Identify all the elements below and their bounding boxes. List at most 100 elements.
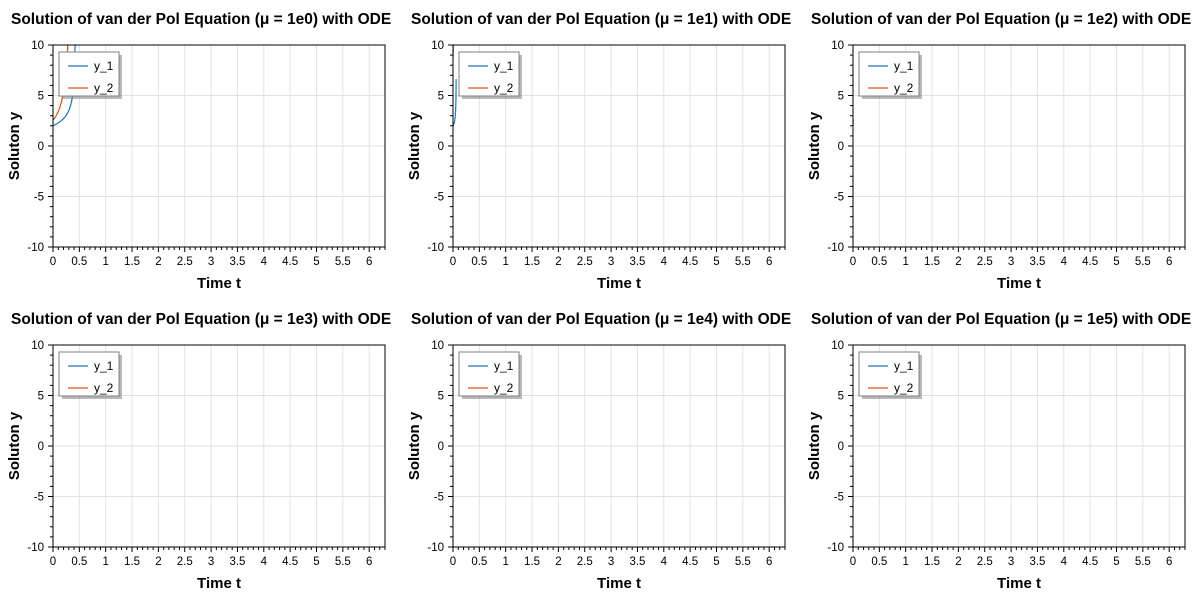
y-tick-label: -5 (434, 492, 444, 504)
legend-label-y_1: y_1 (894, 359, 914, 373)
x-tick-label: 0.5 (71, 556, 87, 568)
legend: y_1 y_2 (458, 51, 522, 99)
x-tick-label: 2.5 (177, 256, 193, 268)
y-tick-label: 0 (38, 441, 44, 453)
x-tick-label: 1.5 (124, 556, 140, 568)
chart-panel-mu-1e3: 0 0.5 1 1.5 2 2.5 3 3.5 4 4.5 5 5.5 6 10 5 0 -5 -10 Soluti… (0, 300, 400, 600)
y-axis-label: Soluton y (406, 111, 423, 180)
x-tick-label: 0 (50, 256, 56, 268)
x-tick-label: 2 (555, 256, 561, 268)
legend-box (858, 351, 920, 397)
x-tick-label: 0.5 (71, 256, 87, 268)
x-tick-label: 2 (155, 556, 161, 568)
chart-title: Solution of van der Pol Equation (μ = 1e… (811, 11, 1191, 28)
y-tick-label: -10 (827, 542, 844, 554)
x-tick-label: 0 (450, 556, 456, 568)
x-tick-label: 4.5 (282, 556, 298, 568)
x-tick-label: 0.5 (871, 556, 887, 568)
x-tick-label: 3.5 (229, 256, 245, 268)
x-tick-label: 1.5 (124, 256, 140, 268)
legend-label-y_1: y_1 (494, 59, 514, 73)
x-tick-label: 0 (50, 556, 56, 568)
legend-label-y_1: y_1 (494, 359, 514, 373)
legend: y_1 y_2 (858, 51, 922, 99)
x-axis-label: Time t (597, 275, 641, 292)
x-axis-label: Time t (597, 575, 641, 592)
y-tick-label: 10 (431, 340, 444, 352)
y-tick-label: 10 (831, 40, 844, 52)
legend-label-y_1: y_1 (94, 359, 114, 373)
chart-panel-mu-1e0: 0 0.5 1 1.5 2 2.5 3 3.5 4 4.5 5 5.5 6 10 5 0 -5 -10 Soluti… (0, 0, 400, 300)
y-tick-label: 0 (38, 141, 44, 153)
y-axis-label: Soluton y (406, 411, 423, 480)
x-tick-label: 4.5 (282, 256, 298, 268)
y-tick-label: -5 (34, 192, 44, 204)
x-tick-label: 5.5 (735, 256, 751, 268)
x-axis-label: Time t (997, 275, 1041, 292)
chart-panel-mu-1e2: 0 0.5 1 1.5 2 2.5 3 3.5 4 4.5 5 5.5 6 10 5 0 -5 -10 Soluti… (800, 0, 1200, 300)
x-tick-label: 4.5 (682, 556, 698, 568)
y-tick-label: 0 (438, 441, 444, 453)
x-tick-label: 4 (1061, 556, 1068, 568)
legend-label-y_2: y_2 (894, 381, 914, 395)
y-axis-label: Soluton y (6, 111, 23, 180)
x-tick-label: 2.5 (977, 256, 993, 268)
x-tick-label: 2 (955, 256, 961, 268)
x-tick-label: 5 (713, 556, 719, 568)
legend: y_1 y_2 (858, 351, 922, 399)
x-tick-label: 3 (1008, 256, 1014, 268)
x-tick-label: 5 (1113, 556, 1119, 568)
x-tick-label: 3 (208, 556, 214, 568)
x-tick-label: 1.5 (524, 256, 540, 268)
x-tick-label: 5 (713, 256, 719, 268)
chart-title: Solution of van der Pol Equation (μ = 1e… (811, 311, 1191, 328)
x-tick-label: 2 (555, 556, 561, 568)
x-tick-label: 2.5 (577, 256, 593, 268)
x-tick-label: 2.5 (977, 556, 993, 568)
legend-box (58, 351, 120, 397)
x-tick-label: 5.5 (335, 256, 351, 268)
legend-label-y_2: y_2 (94, 81, 114, 95)
x-tick-label: 1 (102, 256, 108, 268)
x-tick-label: 1 (902, 256, 908, 268)
x-tick-label: 0.5 (471, 556, 487, 568)
y-tick-label: 0 (838, 441, 844, 453)
y-tick-label: 10 (31, 340, 44, 352)
x-tick-label: 5.5 (335, 556, 351, 568)
y-tick-label: -10 (827, 242, 844, 254)
chart-panel-mu-1e5: 0 0.5 1 1.5 2 2.5 3 3.5 4 4.5 5 5.5 6 10 5 0 -5 -10 Soluti… (800, 300, 1200, 600)
series-line-y_1 (453, 79, 457, 127)
x-tick-label: 6 (1166, 256, 1172, 268)
x-tick-label: 0 (850, 556, 856, 568)
x-tick-label: 5.5 (1135, 556, 1151, 568)
y-tick-label: -5 (434, 192, 444, 204)
y-tick-label: -10 (27, 542, 44, 554)
chart-svg: 0 0.5 1 1.5 2 2.5 3 3.5 4 4.5 5 5.5 6 10 5 0 -5 -10 Soluti… (806, 11, 1191, 292)
y-axis-label: Soluton y (806, 111, 823, 180)
x-tick-label: 1 (902, 556, 908, 568)
x-tick-label: 5 (1113, 256, 1119, 268)
chart-panel-mu-1e4: 0 0.5 1 1.5 2 2.5 3 3.5 4 4.5 5 5.5 6 10 5 0 -5 -10 Soluti… (400, 300, 800, 600)
x-axis-label: Time t (997, 575, 1041, 592)
x-axis-label: Time t (197, 575, 241, 592)
legend-label-y_2: y_2 (94, 381, 114, 395)
grid-lines (52, 344, 385, 548)
x-tick-label: 4 (661, 556, 668, 568)
chart-svg: 0 0.5 1 1.5 2 2.5 3 3.5 4 4.5 5 5.5 6 10 5 0 -5 -10 Soluti… (406, 11, 791, 292)
x-tick-label: 5.5 (1135, 256, 1151, 268)
legend: y_1 y_2 (458, 351, 522, 399)
series-line-y_1 (53, 45, 76, 127)
legend-label-y_1: y_1 (94, 59, 114, 73)
x-tick-label: 1.5 (924, 256, 940, 268)
legend-box (458, 351, 520, 397)
x-tick-label: 2 (955, 556, 961, 568)
legend-label-y_2: y_2 (494, 381, 514, 395)
x-tick-label: 1 (502, 556, 508, 568)
x-tick-label: 3.5 (229, 556, 245, 568)
chart-svg: 0 0.5 1 1.5 2 2.5 3 3.5 4 4.5 5 5.5 6 10 5 0 -5 -10 Soluti… (6, 311, 391, 592)
x-tick-label: 4 (261, 556, 268, 568)
y-tick-label: -5 (34, 492, 44, 504)
y-axis-label: Soluton y (6, 411, 23, 480)
x-tick-label: 6 (766, 256, 772, 268)
chart-title: Solution of van der Pol Equation (μ = 1e… (11, 11, 391, 28)
